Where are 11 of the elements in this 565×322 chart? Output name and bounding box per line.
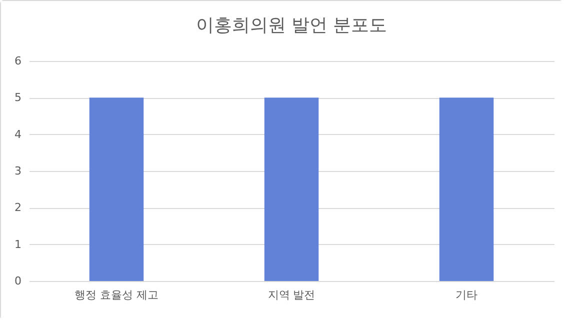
y-tick-label: 3: [14, 164, 22, 178]
y-tick-label: 6: [14, 54, 22, 68]
y-tick-label: 2: [14, 201, 22, 214]
y-tick-label: 4: [14, 128, 22, 141]
x-tick-label: 행정 효율성 제고: [74, 288, 158, 302]
x-tick-label: 지역 발전: [268, 288, 316, 302]
y-tick-label: 0: [14, 274, 22, 288]
chart-title: 이홍희의원 발언 분포도: [196, 15, 388, 36]
x-tick-label: 기타: [456, 288, 478, 302]
y-tick-label: 5: [14, 91, 22, 104]
y-tick-label: 1: [14, 238, 22, 251]
